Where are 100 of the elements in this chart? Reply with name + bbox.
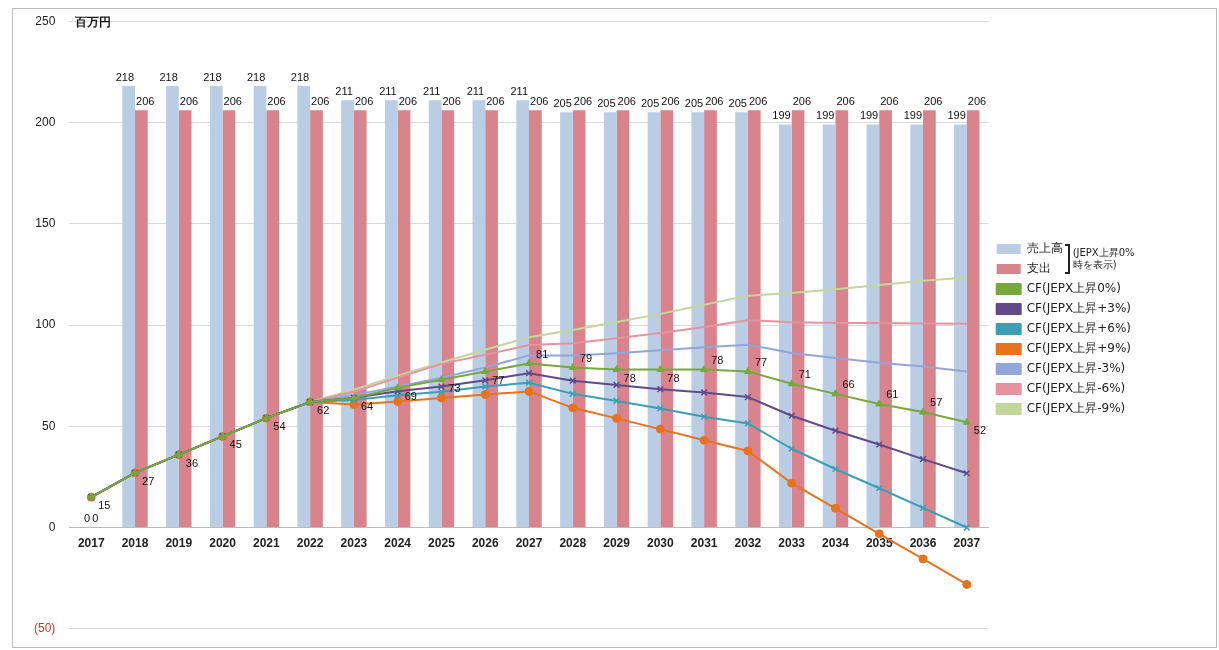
data-label: 61 (886, 388, 899, 401)
data-label: 206 (136, 94, 155, 107)
legend-label: CF(JEPX上昇-9%) (1026, 401, 1126, 416)
data-label: 27 (142, 474, 155, 487)
data-label: 199 (816, 109, 835, 122)
data-label: 206 (617, 94, 636, 107)
data-label: 206 (661, 94, 680, 107)
data-label: 206 (486, 94, 505, 107)
data-label: 57 (930, 396, 943, 409)
data-label: 0 (84, 512, 91, 525)
legend-label: 支出 (1026, 261, 1051, 276)
x-tick-label: 2026 (471, 536, 499, 551)
x-tick-label: 2037 (953, 536, 981, 551)
data-label: 66 (842, 377, 855, 390)
x-tick-label: 2036 (909, 536, 937, 551)
data-label: 199 (859, 109, 879, 122)
data-label: 206 (967, 94, 987, 107)
data-label: 64 (360, 399, 374, 412)
y-tick-label: 200 (35, 114, 56, 129)
data-label: 206 (573, 94, 593, 107)
data-label: 206 (267, 94, 286, 107)
data-label: 206 (530, 94, 549, 107)
data-label: 206 (705, 94, 724, 107)
data-label: 206 (223, 94, 242, 107)
data-label: 205 (728, 96, 747, 109)
data-label: 54 (273, 420, 286, 433)
data-label: 15 (98, 499, 111, 512)
text: (JEPX上昇0%時を表示) (1072, 247, 1135, 271)
data-label: 0 (92, 512, 99, 525)
data-label: 206 (924, 94, 943, 107)
data-label: 211 (510, 84, 529, 97)
x-tick-label: 2019 (165, 536, 193, 551)
data-label: 206 (748, 94, 768, 107)
legend-label: CF(JEPX上昇-6%) (1026, 381, 1126, 396)
legend-label: CF(JEPX上昇+3%) (1026, 301, 1132, 316)
legend-label: CF(JEPX上昇+9%) (1026, 341, 1132, 356)
x-tick-label: 2022 (296, 536, 324, 551)
legend-label: CF(JEPX上昇0%) (1026, 281, 1121, 296)
data-label: 78 (623, 371, 636, 384)
data-label: 205 (597, 96, 616, 109)
x-tick-label: 2031 (690, 536, 718, 551)
data-label: 77 (754, 355, 768, 368)
data-label: 77 (492, 373, 505, 386)
data-label: 78 (667, 371, 680, 384)
x-tick-label: 2017 (77, 536, 105, 551)
data-label: 206 (442, 94, 461, 107)
data-label: 206 (836, 94, 855, 107)
x-tick-label: 2032 (734, 536, 762, 551)
x-tick-label: 2024 (384, 536, 412, 551)
x-tick-label: 2021 (252, 536, 281, 551)
data-label: 218 (159, 70, 178, 83)
data-label: 218 (203, 70, 222, 83)
data-label: 205 (553, 96, 572, 109)
legend-label: 売上高 (1026, 241, 1063, 256)
data-label: 205 (684, 96, 704, 109)
data-label: 78 (711, 353, 724, 366)
data-label: 71 (798, 367, 811, 380)
x-tick-label: 2033 (778, 536, 806, 551)
x-tick-label: 2030 (647, 536, 675, 551)
data-label: 52 (973, 424, 987, 437)
x-tick-label: 2029 (603, 536, 631, 551)
data-label: 206 (880, 94, 899, 107)
x-tick-label: 2028 (559, 536, 587, 551)
data-label: 206 (354, 94, 374, 107)
data-label: 206 (792, 94, 812, 107)
legend-label: CF(JEPX上昇+6%) (1026, 321, 1132, 336)
x-tick-label: 2025 (428, 536, 456, 551)
data-label: 79 (579, 351, 593, 364)
data-label: 211 (466, 84, 485, 97)
y-axis-title: 百万円 (74, 15, 112, 30)
data-label: 206 (311, 94, 330, 107)
y-tick-label: 150 (35, 216, 56, 231)
x-tick-label: 2035 (865, 536, 893, 551)
x-tick-label: 2034 (822, 536, 850, 551)
data-label: 218 (246, 70, 266, 83)
y-tick-label: (50) (34, 621, 56, 636)
x-tick-label: 2018 (121, 536, 149, 551)
data-label: 206 (398, 94, 418, 107)
data-label: 45 (229, 438, 242, 451)
data-label: 211 (379, 84, 397, 97)
y-tick-label: 250 (35, 13, 56, 28)
x-tick-label: 2027 (515, 536, 543, 551)
data-label: 81 (536, 347, 549, 360)
data-label: 199 (772, 109, 791, 122)
y-tick-label: 0 (48, 519, 56, 534)
data-label: 199 (903, 109, 923, 122)
data-label: 62 (317, 403, 330, 416)
data-label: 211 (335, 84, 353, 97)
data-label: 206 (179, 94, 199, 107)
x-tick-label: 2023 (340, 536, 368, 551)
data-label: 199 (947, 109, 966, 122)
data-label: 218 (290, 70, 310, 83)
y-tick-label: 100 (35, 317, 56, 332)
x-tick-label: 2020 (209, 536, 237, 551)
y-tick-label: 50 (41, 418, 56, 433)
data-label: 36 (185, 456, 199, 469)
legend-label: CF(JEPX上昇-3%) (1026, 361, 1126, 376)
data-label: 205 (640, 96, 660, 109)
data-label: 218 (115, 70, 135, 83)
data-label: 211 (422, 84, 441, 97)
